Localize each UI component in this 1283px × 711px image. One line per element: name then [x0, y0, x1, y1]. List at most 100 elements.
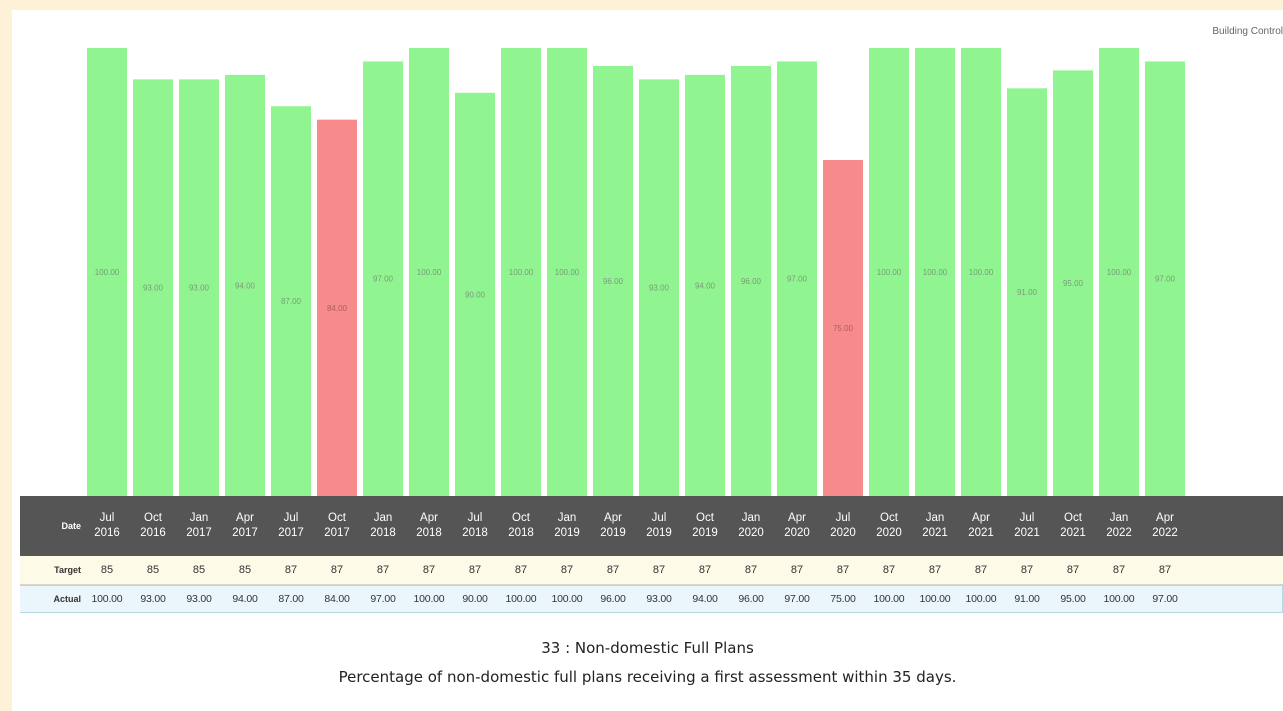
date-year: 2019: [692, 527, 718, 539]
date-cell: Jan 2017: [176, 496, 222, 556]
date-cell: Oct 2016: [130, 496, 176, 556]
bar-value-label: 100.00: [1107, 268, 1132, 277]
actual-cell: 93.00: [186, 593, 212, 605]
date-cell: Jan 2022: [1096, 496, 1142, 556]
date-cell: Jan 2021: [912, 496, 958, 556]
corner-label: Building Control: [1212, 26, 1283, 37]
target-row: Target 85 85 85 85 87 87 87 87 87 87 87 87 87 87 87 87 8…: [20, 556, 1283, 585]
bar-jul-2020: [823, 160, 863, 496]
date-year: 2021: [1014, 527, 1040, 539]
actual-cell: 100.00: [91, 593, 123, 605]
date-month: Jan: [189, 512, 209, 524]
date-cell: Jul 2021: [1004, 496, 1050, 556]
target-cell: 85: [238, 564, 252, 576]
date-year: 2017: [232, 527, 258, 539]
date-cell: Apr 2021: [958, 496, 1004, 556]
target-cell: 87: [468, 564, 482, 576]
target-cell: 87: [698, 564, 712, 576]
bar-value-label: 100.00: [969, 268, 994, 277]
date-month: Apr: [788, 512, 806, 524]
target-cell: 87: [560, 564, 574, 576]
bar-apr-2020: [777, 61, 817, 496]
date-cell: Oct 2018: [498, 496, 544, 556]
bar-value-label: 93.00: [649, 284, 670, 293]
bar-jan-2020: [731, 65, 771, 496]
date-year: 2020: [784, 527, 810, 539]
target-cell: 85: [100, 564, 114, 576]
actual-cell: 96.00: [738, 593, 764, 605]
target-cell: 87: [1112, 564, 1126, 576]
actual-cell: 100.00: [919, 593, 951, 605]
actual-cell: 91.00: [1014, 593, 1040, 605]
date-year: 2017: [278, 527, 304, 539]
actual-cell: 94.00: [692, 593, 718, 605]
target-cell: 87: [1066, 564, 1080, 576]
actual-cell: 95.00: [1060, 593, 1086, 605]
bar-apr-2018: [409, 48, 449, 496]
target-cell: 87: [1020, 564, 1034, 576]
date-month: Jul: [467, 512, 483, 524]
bar-jan-2018: [363, 61, 403, 496]
date-cell: Apr 2019: [590, 496, 636, 556]
bar-jan-2019: [547, 48, 587, 496]
bar-value-label: 100.00: [923, 268, 948, 277]
actual-cell: 97.00: [370, 593, 396, 605]
date-month: Oct: [328, 512, 346, 524]
bar-value-label: 91.00: [1017, 288, 1038, 297]
date-year: 2018: [370, 527, 396, 539]
bar-apr-2021: [961, 48, 1001, 496]
date-year: 2020: [738, 527, 764, 539]
actual-cell: 96.00: [600, 593, 626, 605]
date-year: 2020: [876, 527, 902, 539]
target-cell: 85: [192, 564, 206, 576]
date-cell: Apr 2020: [774, 496, 820, 556]
actual-cell: 93.00: [140, 593, 166, 605]
bar-value-label: 100.00: [95, 268, 120, 277]
bar-oct-2016: [133, 79, 173, 496]
date-month: Apr: [972, 512, 990, 524]
actual-cell: 94.00: [232, 593, 258, 605]
bar-jan-2021: [915, 48, 955, 496]
actual-cell: 93.00: [646, 593, 672, 605]
date-cell: Oct 2021: [1050, 496, 1096, 556]
date-header: Date: [61, 521, 81, 531]
date-month: Oct: [144, 512, 162, 524]
actual-cell: 97.00: [784, 593, 810, 605]
chart-subtitle: Percentage of non-domestic full plans re…: [338, 668, 957, 686]
target-cell: 87: [928, 564, 942, 576]
date-year: 2019: [554, 527, 580, 539]
date-cell: Jul 2019: [636, 496, 682, 556]
target-cell: 87: [836, 564, 850, 576]
actual-row: Actual 100.00 93.00 93.00 94.00 87.00 84.00 97…: [20, 585, 1283, 613]
bar-value-label: 100.00: [877, 268, 902, 277]
bar-value-label: 93.00: [189, 284, 210, 293]
bar-jul-2019: [639, 79, 679, 496]
bar-value-label: 84.00: [327, 304, 348, 313]
actual-cell: 90.00: [462, 593, 488, 605]
date-year: 2019: [600, 527, 626, 539]
bar-value-label: 100.00: [509, 268, 534, 277]
target-cell: 87: [744, 564, 758, 576]
date-year: 2018: [462, 527, 488, 539]
bar-oct-2017: [317, 119, 357, 496]
target-cell: 87: [606, 564, 620, 576]
date-year: 2018: [416, 527, 442, 539]
actual-cell: 100.00: [1103, 593, 1135, 605]
bar-oct-2020: [869, 48, 909, 496]
date-month: Jan: [925, 512, 945, 524]
bar-oct-2019: [685, 74, 725, 496]
date-cell: Apr 2018: [406, 496, 452, 556]
bar-jul-2021: [1007, 88, 1047, 496]
date-month: Apr: [604, 512, 622, 524]
date-cell: Jan 2018: [360, 496, 406, 556]
date-month: Jan: [373, 512, 393, 524]
bar-value-label: 97.00: [1155, 275, 1176, 284]
bar-value-label: 90.00: [465, 290, 486, 299]
bar-value-label: 97.00: [373, 275, 394, 284]
actual-cell: 100.00: [413, 593, 445, 605]
date-month: Apr: [236, 512, 254, 524]
target-cell: 87: [1158, 564, 1172, 576]
target-cell: 87: [882, 564, 896, 576]
date-year: 2021: [1060, 527, 1086, 539]
bar-apr-2019: [593, 65, 633, 496]
